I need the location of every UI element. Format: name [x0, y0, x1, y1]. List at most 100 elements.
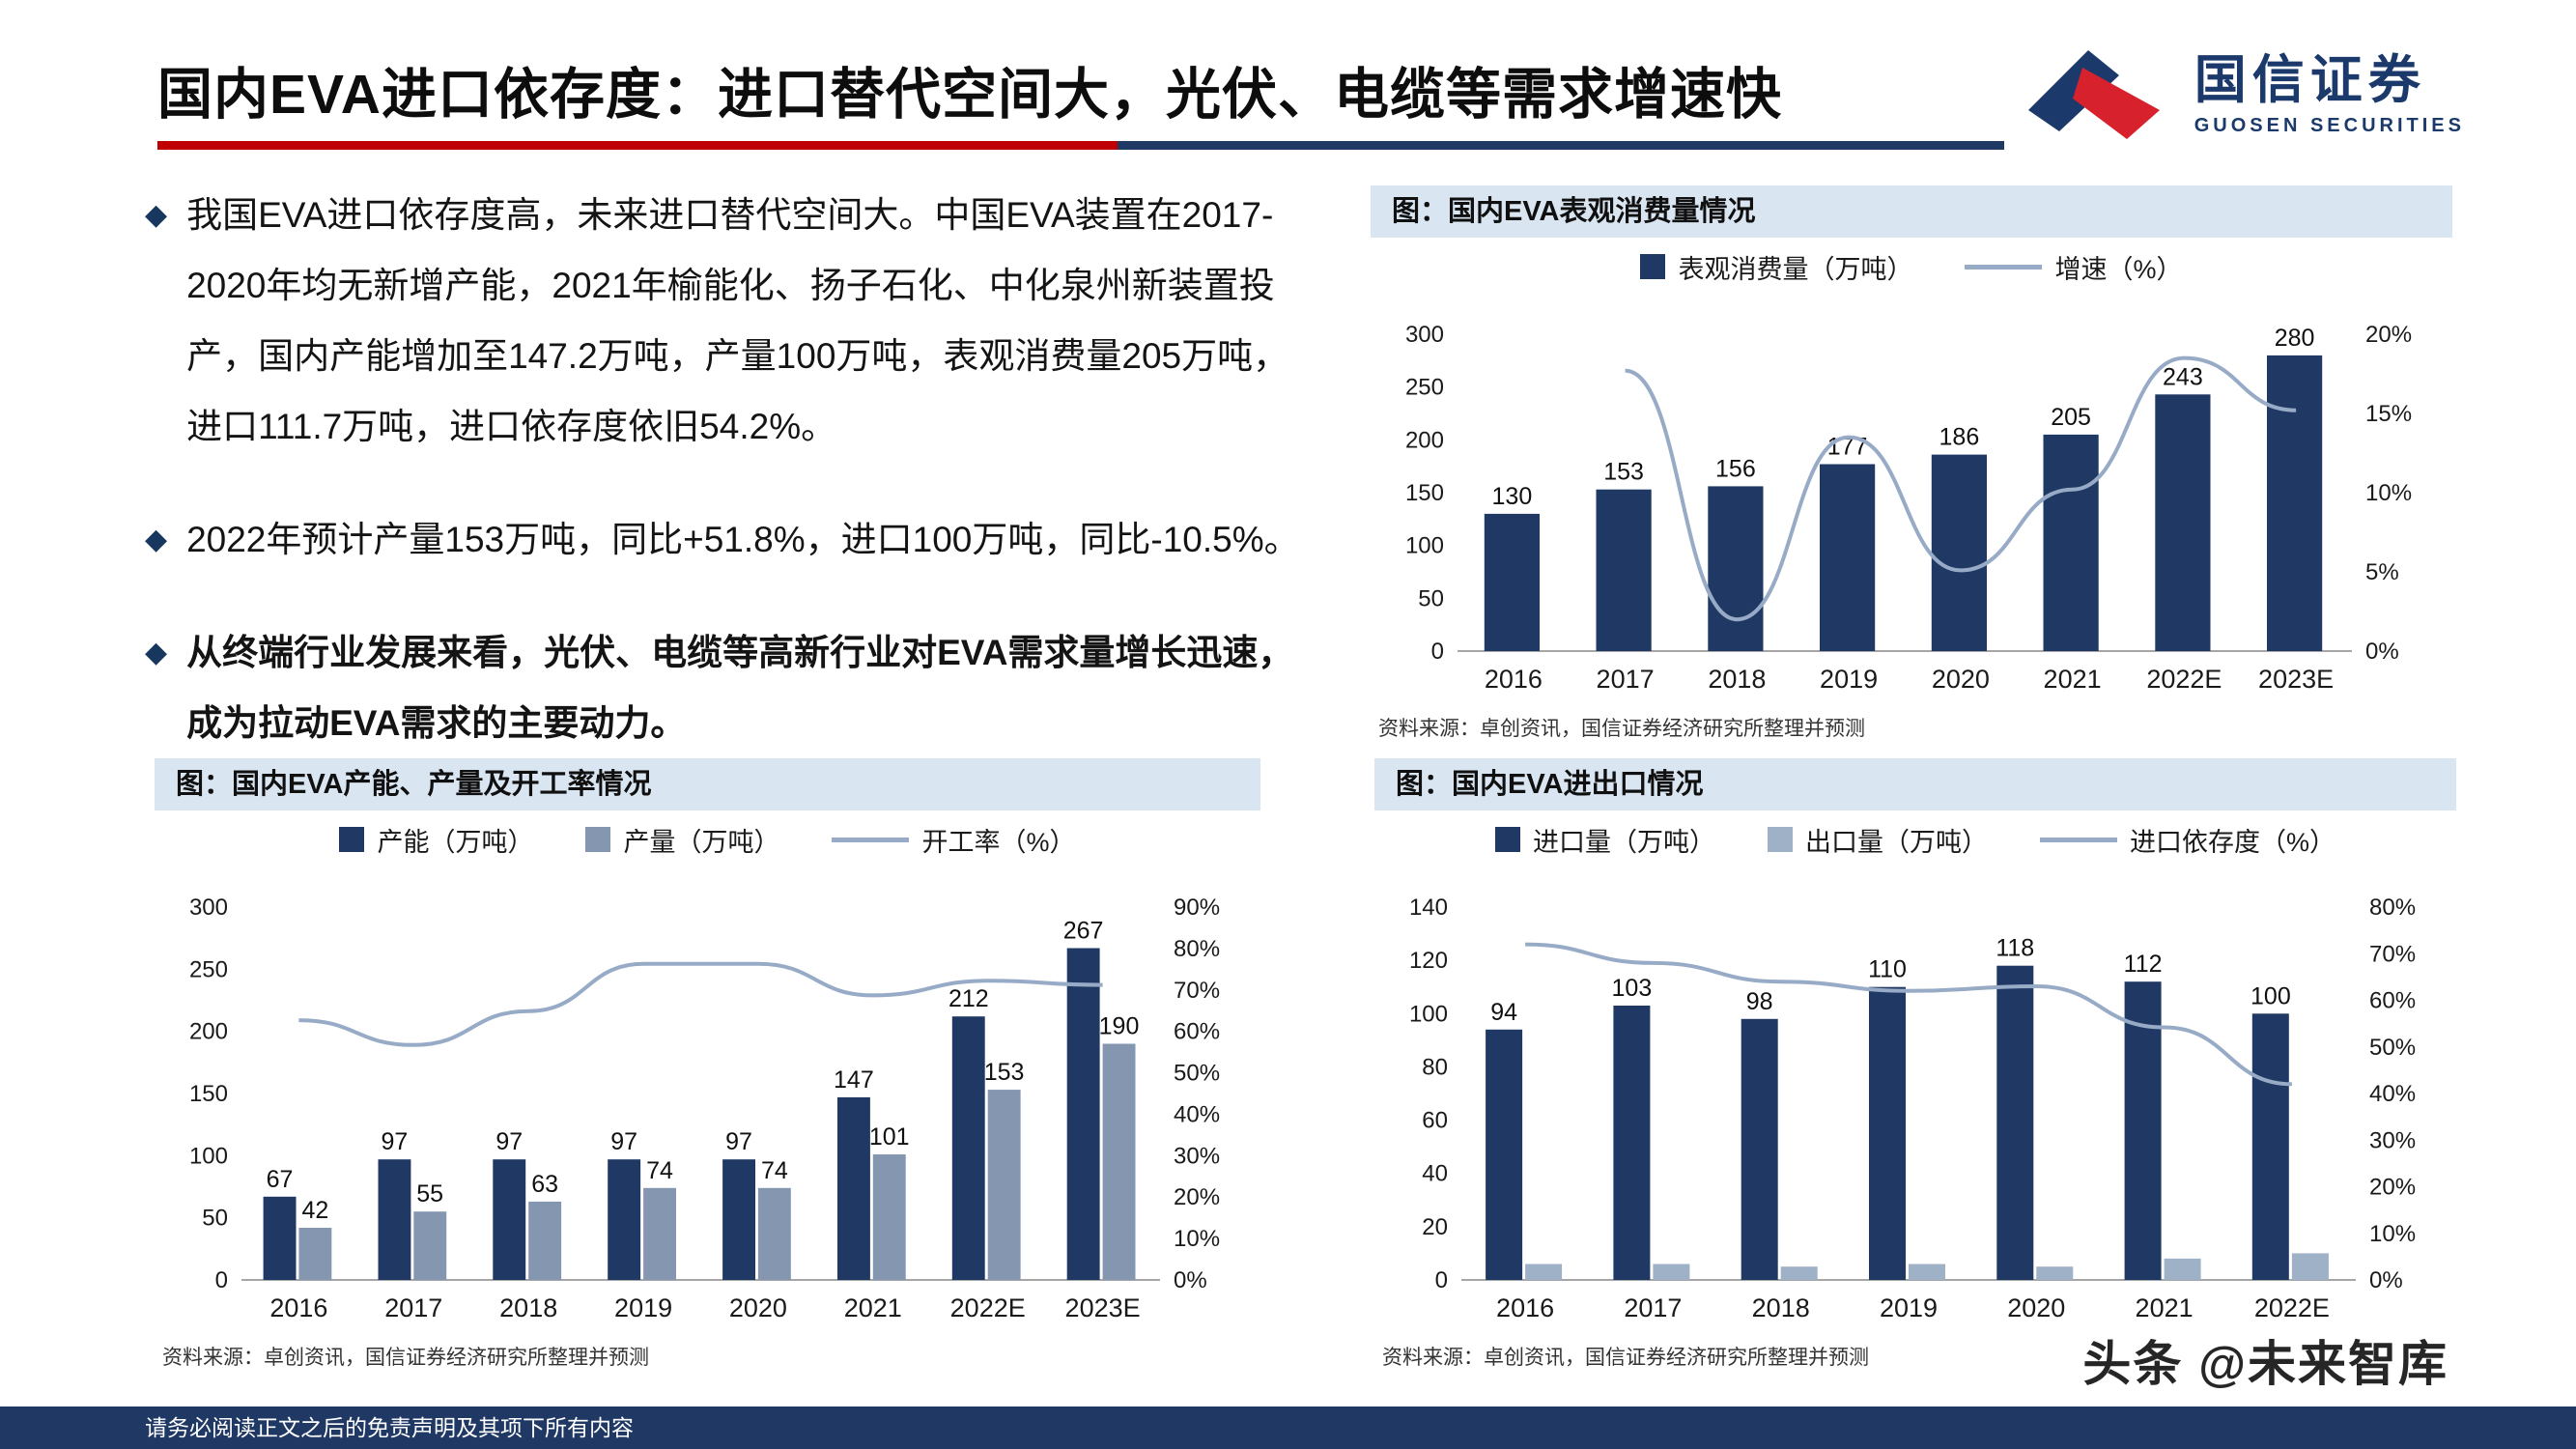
right-tick-label: 5% — [2365, 559, 2399, 585]
legend-item: 增速（%） — [1965, 248, 2183, 286]
right-tick-label: 70% — [2369, 941, 2416, 967]
left-tick-label: 50 — [202, 1206, 228, 1232]
logo-name-cn: 国信证券 — [2194, 50, 2426, 109]
category-label: 2021 — [2136, 1293, 2194, 1322]
left-tick-label: 20 — [1422, 1214, 1448, 1240]
bar — [493, 1159, 526, 1280]
chart-source: 资料来源：卓创资讯，国信证券经济研究所整理并预测 — [1378, 718, 1865, 740]
left-tick-label: 100 — [189, 1143, 228, 1169]
bar — [528, 1201, 562, 1280]
bullet-text: 2022年预计产量153万吨，同比+51.8%，进口100万吨，同比-10.5%… — [186, 520, 1300, 559]
category-label: 2019 — [1820, 665, 1878, 694]
legend-label: 出口量（万吨） — [1804, 827, 1988, 857]
category-label: 2018 — [1708, 665, 1766, 694]
bar-value-label: 100 — [2250, 982, 2291, 1009]
category-label: 2019 — [614, 1293, 672, 1322]
right-tick-label: 0% — [1174, 1267, 1207, 1293]
legend-item: 出口量（万吨） — [1767, 821, 1988, 859]
trend-line — [1625, 355, 2297, 622]
trend-line — [1525, 942, 2292, 1087]
right-tick-label: 80% — [2369, 895, 2416, 921]
category-label: 2020 — [729, 1293, 787, 1322]
bar — [987, 1090, 1021, 1280]
chart-legend: 产能（万吨） 产量（万吨） 开工率（%） — [155, 810, 1260, 868]
left-tick-label: 150 — [189, 1081, 228, 1107]
bar — [1486, 1029, 1523, 1280]
bar-value-label: 74 — [761, 1157, 788, 1184]
bar — [951, 1016, 985, 1280]
left-tick-label: 60 — [1422, 1108, 1448, 1134]
right-tick-label: 60% — [1174, 1019, 1220, 1045]
legend-line-sample — [2039, 837, 2117, 842]
left-tick-label: 80 — [1422, 1054, 1448, 1080]
category-label: 2016 — [1485, 665, 1543, 694]
bullet-item: ◆ 从终端行业发展来看，光伏、电缆等高新行业对EVA需求量增长迅速，成为拉动EV… — [145, 617, 1323, 758]
legend-item: 产能（万吨） — [339, 821, 533, 859]
chart-title: 图：国内EVA表观消费量情况 — [1371, 185, 2452, 238]
bar — [1066, 948, 1100, 1280]
bar — [2043, 434, 2099, 651]
left-tick-label: 300 — [189, 895, 228, 921]
bar-value-label: 97 — [610, 1128, 637, 1155]
guosen-logo: 国信证券 GUOSEN SECURITIES — [2019, 43, 2465, 147]
left-tick-label: 250 — [189, 956, 228, 982]
left-tick-label: 50 — [1418, 585, 1444, 611]
legend-item: 表观消费量（万吨） — [1640, 248, 1912, 286]
bar-value-label: 63 — [531, 1171, 558, 1198]
right-tick-label: 10% — [1174, 1226, 1220, 1252]
right-tick-label: 70% — [1174, 978, 1220, 1004]
bar — [263, 1196, 297, 1280]
bar-value-label: 42 — [301, 1197, 328, 1224]
category-label: 2020 — [2007, 1293, 2065, 1322]
title-underline — [157, 141, 2004, 150]
legend-label: 进口依存度（%） — [2129, 827, 2335, 857]
bullet-text: 从终端行业发展来看，光伏、电缆等高新行业对EVA需求量增长迅速，成为拉动EVA需… — [186, 633, 1294, 743]
legend-label: 表观消费量（万吨） — [1678, 254, 1913, 284]
left-tick-label: 100 — [1409, 1001, 1448, 1027]
legend-label: 增速（%） — [2054, 254, 2183, 284]
bullet-diamond-icon: ◆ — [145, 199, 168, 231]
category-label: 2017 — [384, 1293, 442, 1322]
bar — [1102, 1043, 1136, 1280]
bar-value-label: 97 — [495, 1128, 523, 1155]
legend-label: 开工率（%） — [921, 827, 1076, 857]
bullet-text: 我国EVA进口依存度高，未来进口替代空间大。中国EVA装置在2017-2020年… — [186, 195, 1289, 446]
bar-value-label: 55 — [416, 1180, 443, 1208]
page-title: 国内EVA进口依存度：进口替代空间大，光伏、电缆等需求增速快 — [157, 64, 1782, 126]
bullet-diamond-icon: ◆ — [145, 637, 168, 668]
legend-swatch — [1767, 827, 1793, 852]
left-tick-label: 0 — [1431, 639, 1444, 665]
chart-legend: 表观消费量（万吨） 增速（%） — [1371, 238, 2452, 296]
right-tick-label: 20% — [2365, 322, 2412, 348]
category-label: 2017 — [1597, 665, 1655, 694]
bar — [872, 1154, 906, 1280]
legend-line-sample — [832, 837, 910, 842]
left-tick-label: 200 — [189, 1019, 228, 1045]
legend-line-sample — [1965, 264, 2043, 270]
legend-label: 产量（万吨） — [623, 827, 780, 857]
left-tick-label: 100 — [1405, 533, 1444, 559]
right-tick-label: 15% — [2365, 401, 2412, 427]
legend-item: 进口依存度（%） — [2039, 821, 2335, 859]
bar-value-label: 67 — [267, 1166, 294, 1193]
category-label: 2021 — [2044, 665, 2102, 694]
bar-value-label: 243 — [2163, 363, 2203, 390]
bar-value-label: 118 — [1996, 935, 2034, 962]
bar-value-label: 186 — [1939, 424, 1980, 451]
bar — [1931, 454, 1987, 651]
bar-value-label: 103 — [1612, 975, 1653, 1002]
legend-swatch — [1494, 827, 1520, 852]
right-tick-label: 30% — [1174, 1143, 1220, 1169]
bar-value-label: 97 — [725, 1128, 752, 1155]
chart-source: 资料来源：卓创资讯，国信证券经济研究所整理并预测 — [162, 1347, 649, 1369]
left-tick-label: 300 — [1405, 322, 1444, 348]
bar-value-label: 153 — [1603, 459, 1644, 486]
right-tick-label: 60% — [2369, 988, 2416, 1014]
bar-value-label: 112 — [2124, 951, 2163, 978]
chart-apparent-consumption: 图：国内EVA表观消费量情况 表观消费量（万吨） 增速（%） 0 50 100 150 2… — [1371, 185, 2452, 763]
bar-value-label: 98 — [1746, 988, 1773, 1015]
bar — [2124, 981, 2162, 1280]
right-tick-label: 0% — [2365, 639, 2399, 665]
right-tick-label: 90% — [1174, 895, 1220, 921]
bar-value-label: 190 — [1099, 1013, 1140, 1040]
